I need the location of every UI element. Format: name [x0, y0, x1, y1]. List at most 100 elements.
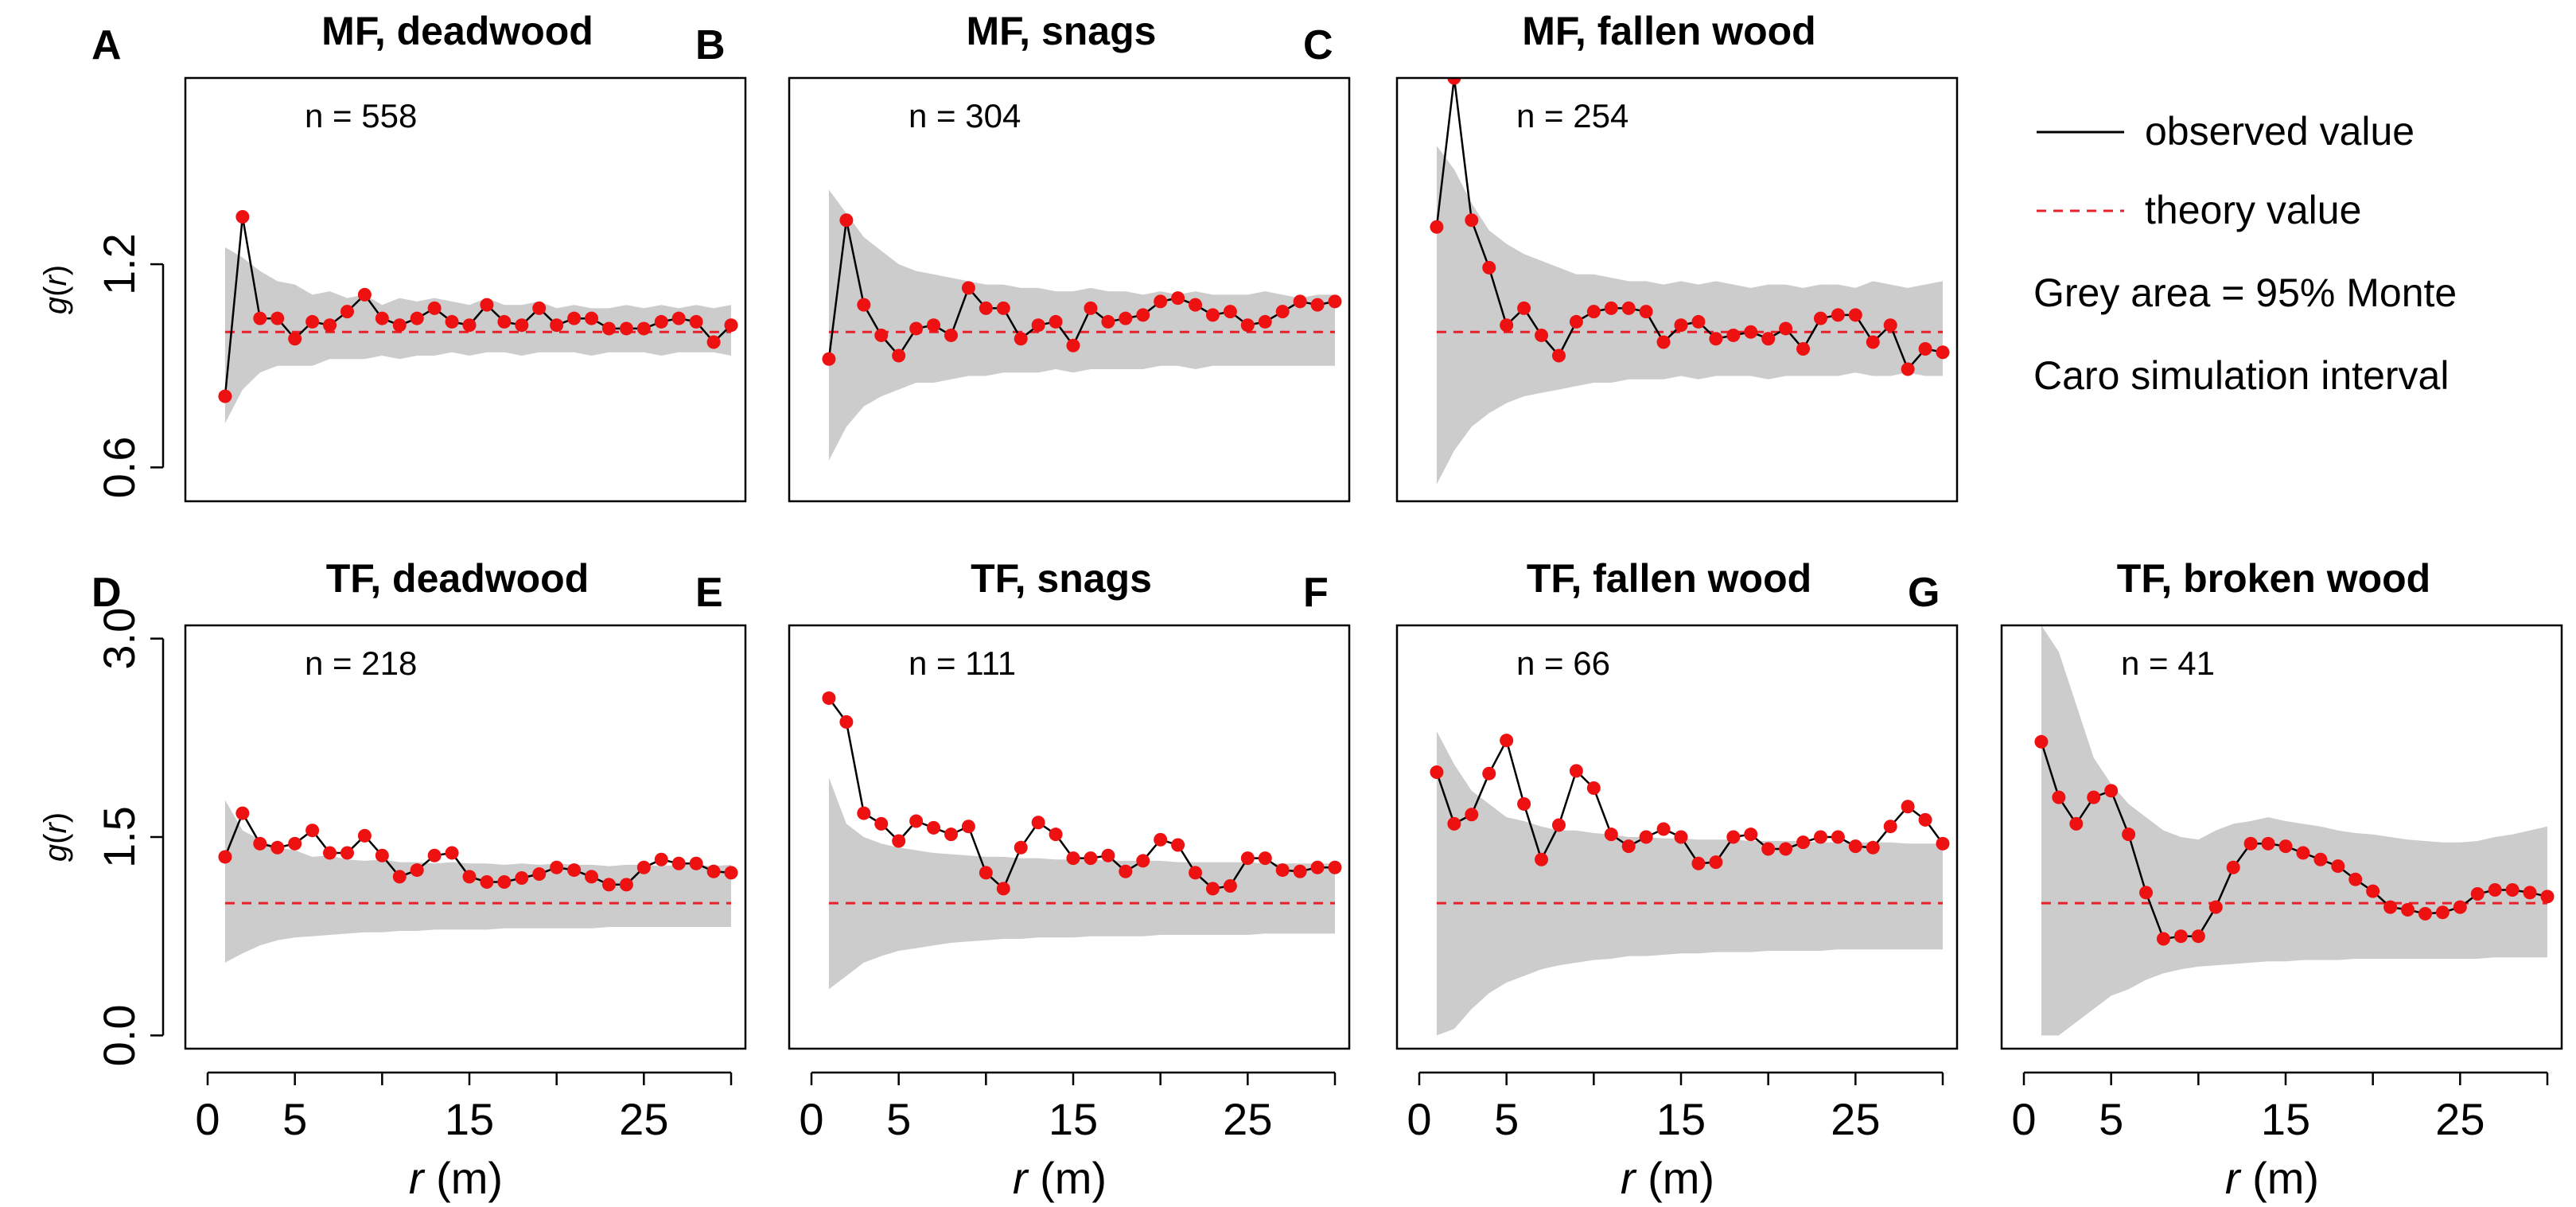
data-point [1535, 852, 1549, 866]
data-point [1084, 851, 1098, 866]
data-point [689, 856, 703, 870]
x-tick-label: 5 [2099, 1094, 2123, 1144]
y-axis-variable: r [38, 274, 73, 286]
panel-letter: B [695, 22, 726, 68]
data-point [270, 840, 285, 855]
y-axis-variable: r [38, 822, 73, 834]
data-point [1866, 840, 1880, 855]
data-point [1223, 879, 1237, 894]
sample-size-label: n = 558 [305, 97, 417, 134]
data-point [235, 806, 250, 820]
data-point [601, 321, 616, 336]
data-point [1447, 78, 1461, 85]
data-point [427, 301, 442, 315]
data-point [1586, 781, 1601, 795]
data-point [323, 846, 337, 860]
data-point [1171, 838, 1185, 852]
data-point [515, 318, 529, 333]
data-point [1691, 856, 1706, 870]
data-point [857, 298, 871, 312]
data-point [2348, 872, 2363, 886]
data-point [1621, 301, 1636, 315]
data-point [979, 866, 993, 880]
data-point [585, 311, 599, 325]
x-tick-label: 5 [282, 1094, 307, 1144]
data-point [1171, 291, 1185, 306]
y-tick-label: 1.5 [94, 806, 144, 868]
data-point [462, 870, 477, 884]
y-tick-label: 0.0 [94, 1004, 144, 1066]
data-point [585, 870, 599, 884]
data-point [550, 318, 564, 333]
data-point [532, 301, 547, 315]
data-point [619, 321, 633, 336]
data-point [2488, 883, 2502, 897]
data-point [410, 311, 424, 325]
data-point [1569, 314, 1583, 329]
data-point [724, 866, 738, 880]
panel-g: G TF, broken wood n = 41 0 5 15 25 r (m) [1908, 556, 2563, 1203]
data-point [1136, 308, 1150, 322]
data-point [1465, 808, 1479, 822]
simulation-envelope [2041, 625, 2547, 1036]
data-point [1101, 848, 1115, 862]
data-point [1310, 298, 1325, 312]
data-point [567, 863, 582, 878]
plot-area [218, 209, 738, 424]
data-point [1119, 311, 1133, 325]
plot-area [1430, 731, 1950, 1036]
panel-title: MF, fallen wood [1522, 9, 1815, 53]
legend: observed value theory value Grey area = … [2033, 109, 2457, 398]
plot-area [822, 691, 1342, 990]
x-axis-unit: (m) [2240, 1153, 2320, 1203]
sample-size-label: n = 66 [1516, 644, 1610, 682]
data-point [2540, 890, 2555, 904]
data-point [1586, 305, 1601, 319]
data-point [671, 311, 686, 325]
data-point [1430, 220, 1444, 234]
data-point [2208, 900, 2223, 914]
data-point [2523, 886, 2537, 900]
data-point [1639, 830, 1653, 844]
data-point [375, 848, 389, 862]
x-axis-variable: r [409, 1153, 426, 1203]
panel-title: MF, snags [967, 9, 1157, 53]
data-point [671, 856, 686, 870]
data-point [323, 318, 337, 333]
y-axis-paren-close: ) [38, 812, 73, 823]
data-point [961, 820, 975, 834]
data-point [2122, 827, 2136, 842]
data-point [1500, 318, 1514, 333]
data-point [2470, 886, 2485, 901]
y-tick-label: 3.0 [94, 608, 144, 670]
data-point [1604, 301, 1618, 315]
y-axis-paren-open: ( [38, 286, 73, 297]
data-point [1293, 294, 1307, 309]
simulation-envelope [224, 800, 731, 963]
data-point [1517, 796, 1531, 811]
data-point [1796, 341, 1811, 356]
data-point [1049, 827, 1063, 842]
data-point [1258, 851, 1272, 866]
data-point [1656, 335, 1671, 349]
data-point [1066, 851, 1080, 866]
panel-a: A MF, deadwood n = 558 0.6 1.2 g(r) [38, 9, 747, 503]
data-point [1275, 863, 1290, 878]
panel-f: F TF, fallen wood n = 66 0 5 15 25 r (m) [1303, 556, 1959, 1203]
x-tick-label: 15 [2261, 1094, 2310, 1144]
data-point [1761, 332, 1776, 346]
data-point [1205, 882, 1220, 896]
panel-frame [2000, 624, 2563, 1050]
x-tick-label: 5 [1494, 1094, 1519, 1144]
data-point [857, 806, 871, 820]
y-axis-symbol: g [38, 297, 73, 314]
data-point [927, 820, 941, 835]
data-point [1240, 318, 1255, 333]
panel-frame [1395, 624, 1959, 1050]
x-tick-label: 0 [799, 1094, 823, 1144]
data-point [1154, 832, 1168, 847]
data-point [2139, 886, 2154, 900]
data-point [1551, 818, 1566, 832]
